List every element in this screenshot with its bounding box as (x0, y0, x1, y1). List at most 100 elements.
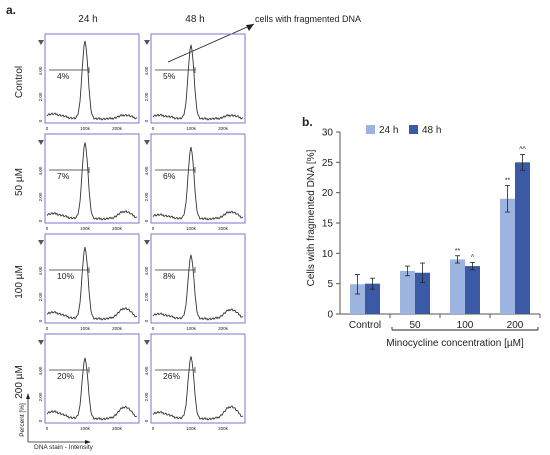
histogram-x-tick: 0 (152, 426, 155, 431)
annotation-arrow-line (167, 23, 255, 63)
histogram-2-1: 8% 0 100k 200k 0 2.00 4.00 (144, 233, 246, 331)
histogram-y-tick: 2.00 (144, 292, 149, 301)
collapse-triangle-icon (144, 40, 150, 45)
histogram-y-tick: 2.00 (144, 192, 149, 201)
row-label-200: 200 µM (14, 365, 25, 399)
histogram-y-tick: 4.00 (144, 166, 149, 175)
histogram-frame (44, 233, 140, 324)
category-label-3: 200 (507, 320, 524, 331)
fragmented-dna-annotation: cells with fragmented DNA (255, 14, 361, 24)
histogram-frame (150, 33, 246, 124)
histogram-3-1: 26% 0 100k 200k 0 2.00 4.00 (144, 333, 246, 431)
panel-a-label: a. (6, 3, 16, 17)
histogram-trace (152, 147, 244, 221)
collapse-triangle-icon (38, 240, 44, 245)
significance-1-2: ^ (471, 254, 475, 261)
histogram-x-tick: 0 (152, 126, 155, 131)
significance-1-3: ^^ (519, 146, 526, 153)
row-label-50: 50 µM (14, 168, 25, 196)
histogram-y-tick: 4.00 (38, 166, 43, 175)
collapse-triangle-icon (144, 240, 150, 245)
histogram-y-tick: 0 (144, 219, 149, 222)
bar-0-3 (500, 198, 515, 314)
histogram-xlabel: DNA stain - Intensity (34, 444, 94, 451)
histogram-frame (44, 33, 140, 124)
histogram-y-tick: 0 (38, 219, 43, 222)
gate-percent: 26% (163, 371, 180, 381)
collapse-triangle-icon (38, 340, 44, 345)
bar-1-1 (415, 272, 430, 314)
histogram-y-tick: 2.00 (38, 292, 43, 301)
bar-0-1 (400, 270, 415, 314)
histogram-x-tick: 200k (218, 126, 229, 131)
histogram-y-tick: 2.00 (38, 92, 43, 101)
histogram-x-tick: 100k (80, 326, 91, 331)
histogram-y-tick: 4.00 (38, 366, 43, 375)
histogram-y-tick: 4.00 (38, 66, 43, 75)
histogram-x-tick: 0 (46, 426, 49, 431)
row-label-100: 100 µM (14, 265, 25, 299)
histogram-trace (46, 247, 138, 321)
histogram-x-tick: 100k (186, 126, 197, 131)
histogram-y-tick: 0 (38, 419, 43, 422)
histogram-0-0: 4% 0 100k 200k 0 2.00 4.00 (38, 33, 140, 131)
histogram-0-1: 5% 0 100k 200k 0 2.00 4.00 (144, 33, 246, 131)
histogram-1-1: 6% 0 100k 200k 0 2.00 4.00 (144, 133, 246, 231)
significance-0-3: ** (505, 177, 511, 184)
histogram-y-tick: 0 (144, 119, 149, 122)
histogram-x-arrowhead (85, 440, 91, 444)
gate-percent: 6% (163, 171, 176, 181)
collapse-triangle-icon (38, 140, 44, 145)
histogram-x-tick: 0 (46, 326, 49, 331)
legend-label-48h: 48 h (422, 125, 441, 136)
col-header-48h: 48 h (185, 14, 204, 25)
histogram-y-tick: 0 (144, 319, 149, 322)
panel-b-label: b. (302, 115, 313, 129)
row-label-control: Control (14, 66, 25, 98)
histogram-trace (152, 254, 244, 321)
legend-label-24h: 24 h (379, 125, 398, 136)
histogram-x-tick: 0 (152, 326, 155, 331)
bar-chart: 0 5 10 15 20 25 30 Control 50 100 ** ^ 200 ** ^^ (322, 128, 541, 331)
legend-swatch-48h (409, 125, 418, 134)
bar-chart-y-tick-label: 20 (322, 188, 334, 199)
bar-chart-y-tick-label: 25 (322, 158, 334, 169)
bar-chart-xlabel: Minocycline concentration [µM] (386, 338, 524, 349)
gate-percent: 4% (57, 71, 70, 81)
collapse-triangle-icon (38, 40, 44, 45)
bar-chart-ylabel: Cells with fragmented DNA [%] (306, 149, 317, 286)
histogram-grid: 4% 0 100k 200k 0 2.00 4.00 5% 0 100k 200k 0 2.00 4.00… (38, 33, 246, 431)
bar-chart-y-tick-label: 15 (322, 219, 334, 230)
histogram-trace (46, 357, 138, 421)
legend-swatch-24h (366, 125, 375, 134)
histogram-y-arrowhead (26, 393, 30, 399)
histogram-frame (44, 133, 140, 224)
histogram-x-tick: 100k (186, 426, 197, 431)
histogram-y-tick: 4.00 (144, 266, 149, 275)
gate-percent: 5% (163, 71, 176, 81)
histogram-x-tick: 200k (218, 226, 229, 231)
histogram-x-tick: 0 (152, 226, 155, 231)
histogram-x-tick: 200k (218, 426, 229, 431)
histogram-1-0: 7% 0 100k 200k 0 2.00 4.00 (38, 133, 140, 231)
histogram-x-tick: 100k (80, 426, 91, 431)
histogram-y-tick: 2.00 (38, 192, 43, 201)
histogram-frame (150, 133, 246, 224)
histogram-x-tick: 200k (112, 326, 123, 331)
histogram-y-tick: 4.00 (144, 66, 149, 75)
bar-chart-y-tick-label: 30 (322, 128, 334, 139)
bar-chart-legend: 24 h 48 h (366, 125, 441, 136)
histogram-y-tick: 0 (38, 319, 43, 322)
histogram-3-0: 20% 0 100k 200k 0 2.00 4.00 (38, 333, 140, 431)
histogram-trace (46, 40, 138, 121)
histogram-x-tick: 100k (80, 126, 91, 131)
bar-1-3 (515, 162, 530, 314)
gate-percent: 7% (57, 171, 70, 181)
histogram-frame (150, 233, 246, 324)
collapse-triangle-icon (144, 340, 150, 345)
histogram-y-tick: 0 (38, 119, 43, 122)
histogram-x-tick: 200k (112, 226, 123, 231)
bar-1-2 (465, 266, 480, 314)
histogram-ylabel: Percent [%] (19, 403, 26, 437)
histogram-x-tick: 200k (112, 126, 123, 131)
